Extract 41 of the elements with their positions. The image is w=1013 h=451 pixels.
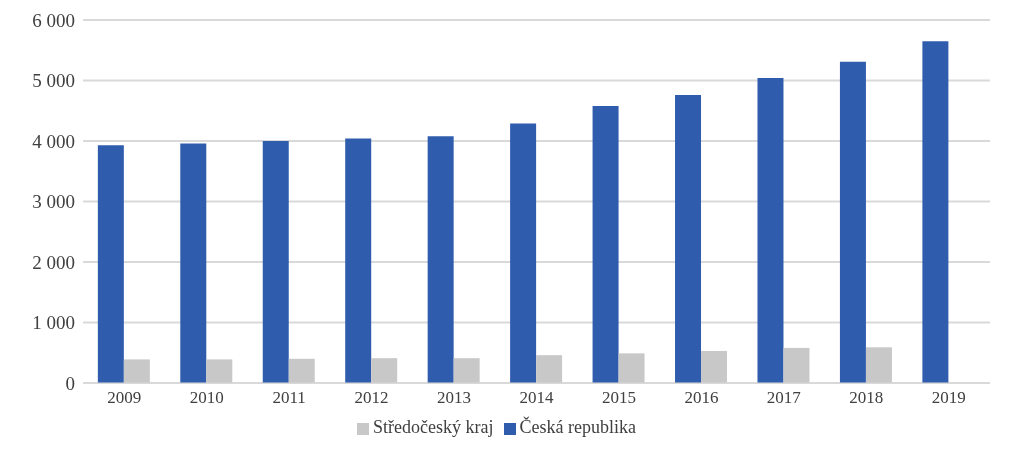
bar <box>757 78 784 383</box>
bar <box>371 358 398 383</box>
bar <box>536 355 563 383</box>
x-tick-label: 2019 <box>931 388 966 408</box>
y-tick-label: 4 000 <box>32 130 75 152</box>
x-tick-label: 2018 <box>849 388 884 408</box>
x-tick-label: 2015 <box>601 388 636 408</box>
bar <box>618 353 645 383</box>
x-tick-label: 2012 <box>354 388 389 408</box>
y-tick-label: 0 <box>65 372 75 394</box>
x-tick-label: 2009 <box>107 388 142 408</box>
bar <box>262 141 289 383</box>
bar <box>839 61 866 383</box>
y-tick-label: 5 000 <box>32 70 75 92</box>
bar <box>922 41 949 383</box>
y-tick-label: 3 000 <box>32 191 75 213</box>
bar <box>675 95 702 383</box>
bar <box>865 347 892 383</box>
y-tick-label: 2 000 <box>32 251 75 273</box>
bar <box>206 359 233 383</box>
bar <box>783 347 810 383</box>
legend-label: Středočeský kraj <box>373 417 494 437</box>
legend-label: Česká republika <box>519 417 636 437</box>
bar <box>701 350 728 383</box>
y-tick-label: 1 000 <box>32 312 75 334</box>
x-tick-label: 2016 <box>684 388 719 408</box>
bar <box>510 123 537 383</box>
bar <box>288 358 315 383</box>
bar <box>453 358 480 383</box>
bar <box>97 145 124 383</box>
bar <box>180 143 207 383</box>
x-tick-label: 2011 <box>272 388 306 408</box>
bar <box>123 359 150 383</box>
bar <box>427 136 454 383</box>
bar <box>592 105 619 383</box>
y-tick-label: 6 000 <box>32 9 75 31</box>
x-tick-label: 2010 <box>189 388 224 408</box>
x-tick-label: 2017 <box>766 388 802 408</box>
bar <box>345 138 372 383</box>
x-tick-label: 2014 <box>519 388 554 408</box>
x-tick-label: 2013 <box>437 388 472 408</box>
